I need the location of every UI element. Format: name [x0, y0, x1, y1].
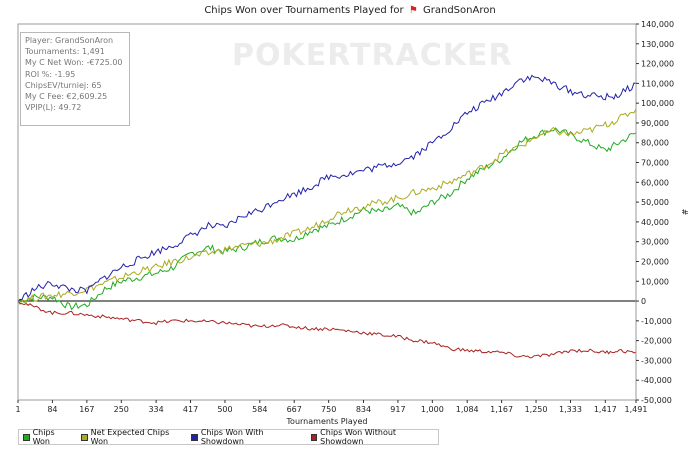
stat-chips-ev: ChipsEV/turniej: 65 [25, 80, 102, 90]
x-tick-label: 167 [79, 405, 94, 414]
x-axis-title: Tournaments Played [286, 417, 368, 426]
y-axis-title: # [680, 209, 689, 216]
chart-title-prefix: Chips Won over Tournaments Played for [204, 5, 404, 16]
x-tick-label: 1 [15, 405, 20, 414]
y-tick-label: 30,000 [641, 238, 669, 247]
stat-player: Player: GrandSonAron [25, 36, 114, 45]
axis-layer: -50,000 -40,000 -30,000 -20,000 -10,000 0 10,0… [15, 20, 689, 426]
stat-vpip: VPIP(L): 49.72 [25, 103, 82, 113]
legend-item-with-showdown[interactable]: Chips Won With Showdown [191, 428, 300, 446]
x-tick-label: 500 [217, 405, 232, 414]
chart-title-player: GrandSonAron [423, 5, 496, 16]
legend-label: Chips Won Without Showdown [320, 428, 397, 446]
y-tick-label: -50,000 [641, 396, 672, 405]
y-tick-label: 0 [641, 297, 646, 306]
legend-item-without-showdown[interactable]: Chips Won Without Showdown [310, 428, 432, 446]
x-tick-label: 1,417 [594, 405, 617, 414]
x-tick-label: 84 [47, 405, 57, 414]
series-layer [17, 74, 637, 359]
y-tick-label: 70,000 [641, 159, 669, 168]
y-tick-label: -20,000 [641, 337, 672, 346]
y-tick-label: -10,000 [641, 317, 672, 326]
y-tick-label: 50,000 [641, 198, 669, 207]
plot-frame [17, 23, 637, 401]
y-tick-label: 40,000 [641, 218, 669, 227]
legend-label: Net Expected Chips Won [90, 428, 170, 446]
y-tick-label: 80,000 [641, 139, 669, 148]
legend-label: Chips Won With Showdown [200, 428, 264, 446]
legend-item-chips-won[interactable]: Chips Won [23, 428, 71, 446]
y-tick-label: -40,000 [641, 376, 672, 385]
legend-swatch [81, 433, 88, 441]
y-tick-label: 10,000 [641, 277, 669, 286]
flag-icon: ⚑ [408, 5, 418, 16]
y-tick-label: 60,000 [641, 178, 669, 187]
y-tick-label: 130,000 [641, 40, 674, 49]
pokertracker-watermark: POKERTRACKER [232, 38, 513, 73]
x-tick-label: 834 [356, 405, 371, 414]
x-tick-label: 334 [148, 405, 163, 414]
legend-label: Chips Won [32, 428, 55, 446]
y-tick-label: 20,000 [641, 257, 669, 266]
y-tick-label: 100,000 [641, 99, 674, 108]
legend-swatch [191, 433, 198, 441]
y-tick-label: 90,000 [641, 119, 669, 128]
chart-title: Chips Won over Tournaments Played for ⚑ … [0, 5, 700, 16]
stat-fee: My C Fee: €2,609.25 [25, 92, 108, 102]
stats-box: Player: GrandSonAron Tournaments: 1,491 … [20, 32, 130, 126]
x-tick-label: 1,491 [625, 405, 648, 414]
y-tick-label: -30,000 [641, 356, 672, 365]
x-tick-label: 1,167 [490, 405, 513, 414]
x-tick-label: 1,250 [525, 405, 548, 414]
chart-legend: Chips Won Net Expected Chips Won Chips W… [18, 428, 439, 446]
series-line-chips-won-without-showdown [17, 300, 637, 359]
x-tick-label: 1,333 [559, 405, 582, 414]
stat-roi: ROI %: -1.95 [25, 69, 76, 79]
x-tick-label: 1,084 [456, 405, 479, 414]
x-tick-label: 917 [390, 405, 405, 414]
series-line-net-expected-chips-won [17, 108, 637, 306]
x-tick-label: 584 [252, 405, 267, 414]
x-tick-label: 250 [114, 405, 129, 414]
series-line-chips-won [17, 127, 637, 311]
x-tick-label: 1,000 [421, 405, 444, 414]
legend-item-net-expected[interactable]: Net Expected Chips Won [81, 428, 181, 446]
y-tick-label: 140,000 [641, 20, 674, 29]
stat-tournaments: Tournaments: 1,491 [25, 47, 105, 57]
legend-swatch [310, 433, 318, 441]
x-tick-label: 667 [287, 405, 302, 414]
x-tick-label: 750 [321, 405, 336, 414]
y-tick-label: 120,000 [641, 60, 674, 69]
y-tick-label: 110,000 [641, 79, 674, 88]
stat-net-won: My C Net Won: -€725.00 [25, 58, 123, 68]
legend-swatch [23, 433, 30, 441]
series-line-chips-won-with-showdown [17, 74, 637, 302]
x-tick-label: 417 [183, 405, 198, 414]
